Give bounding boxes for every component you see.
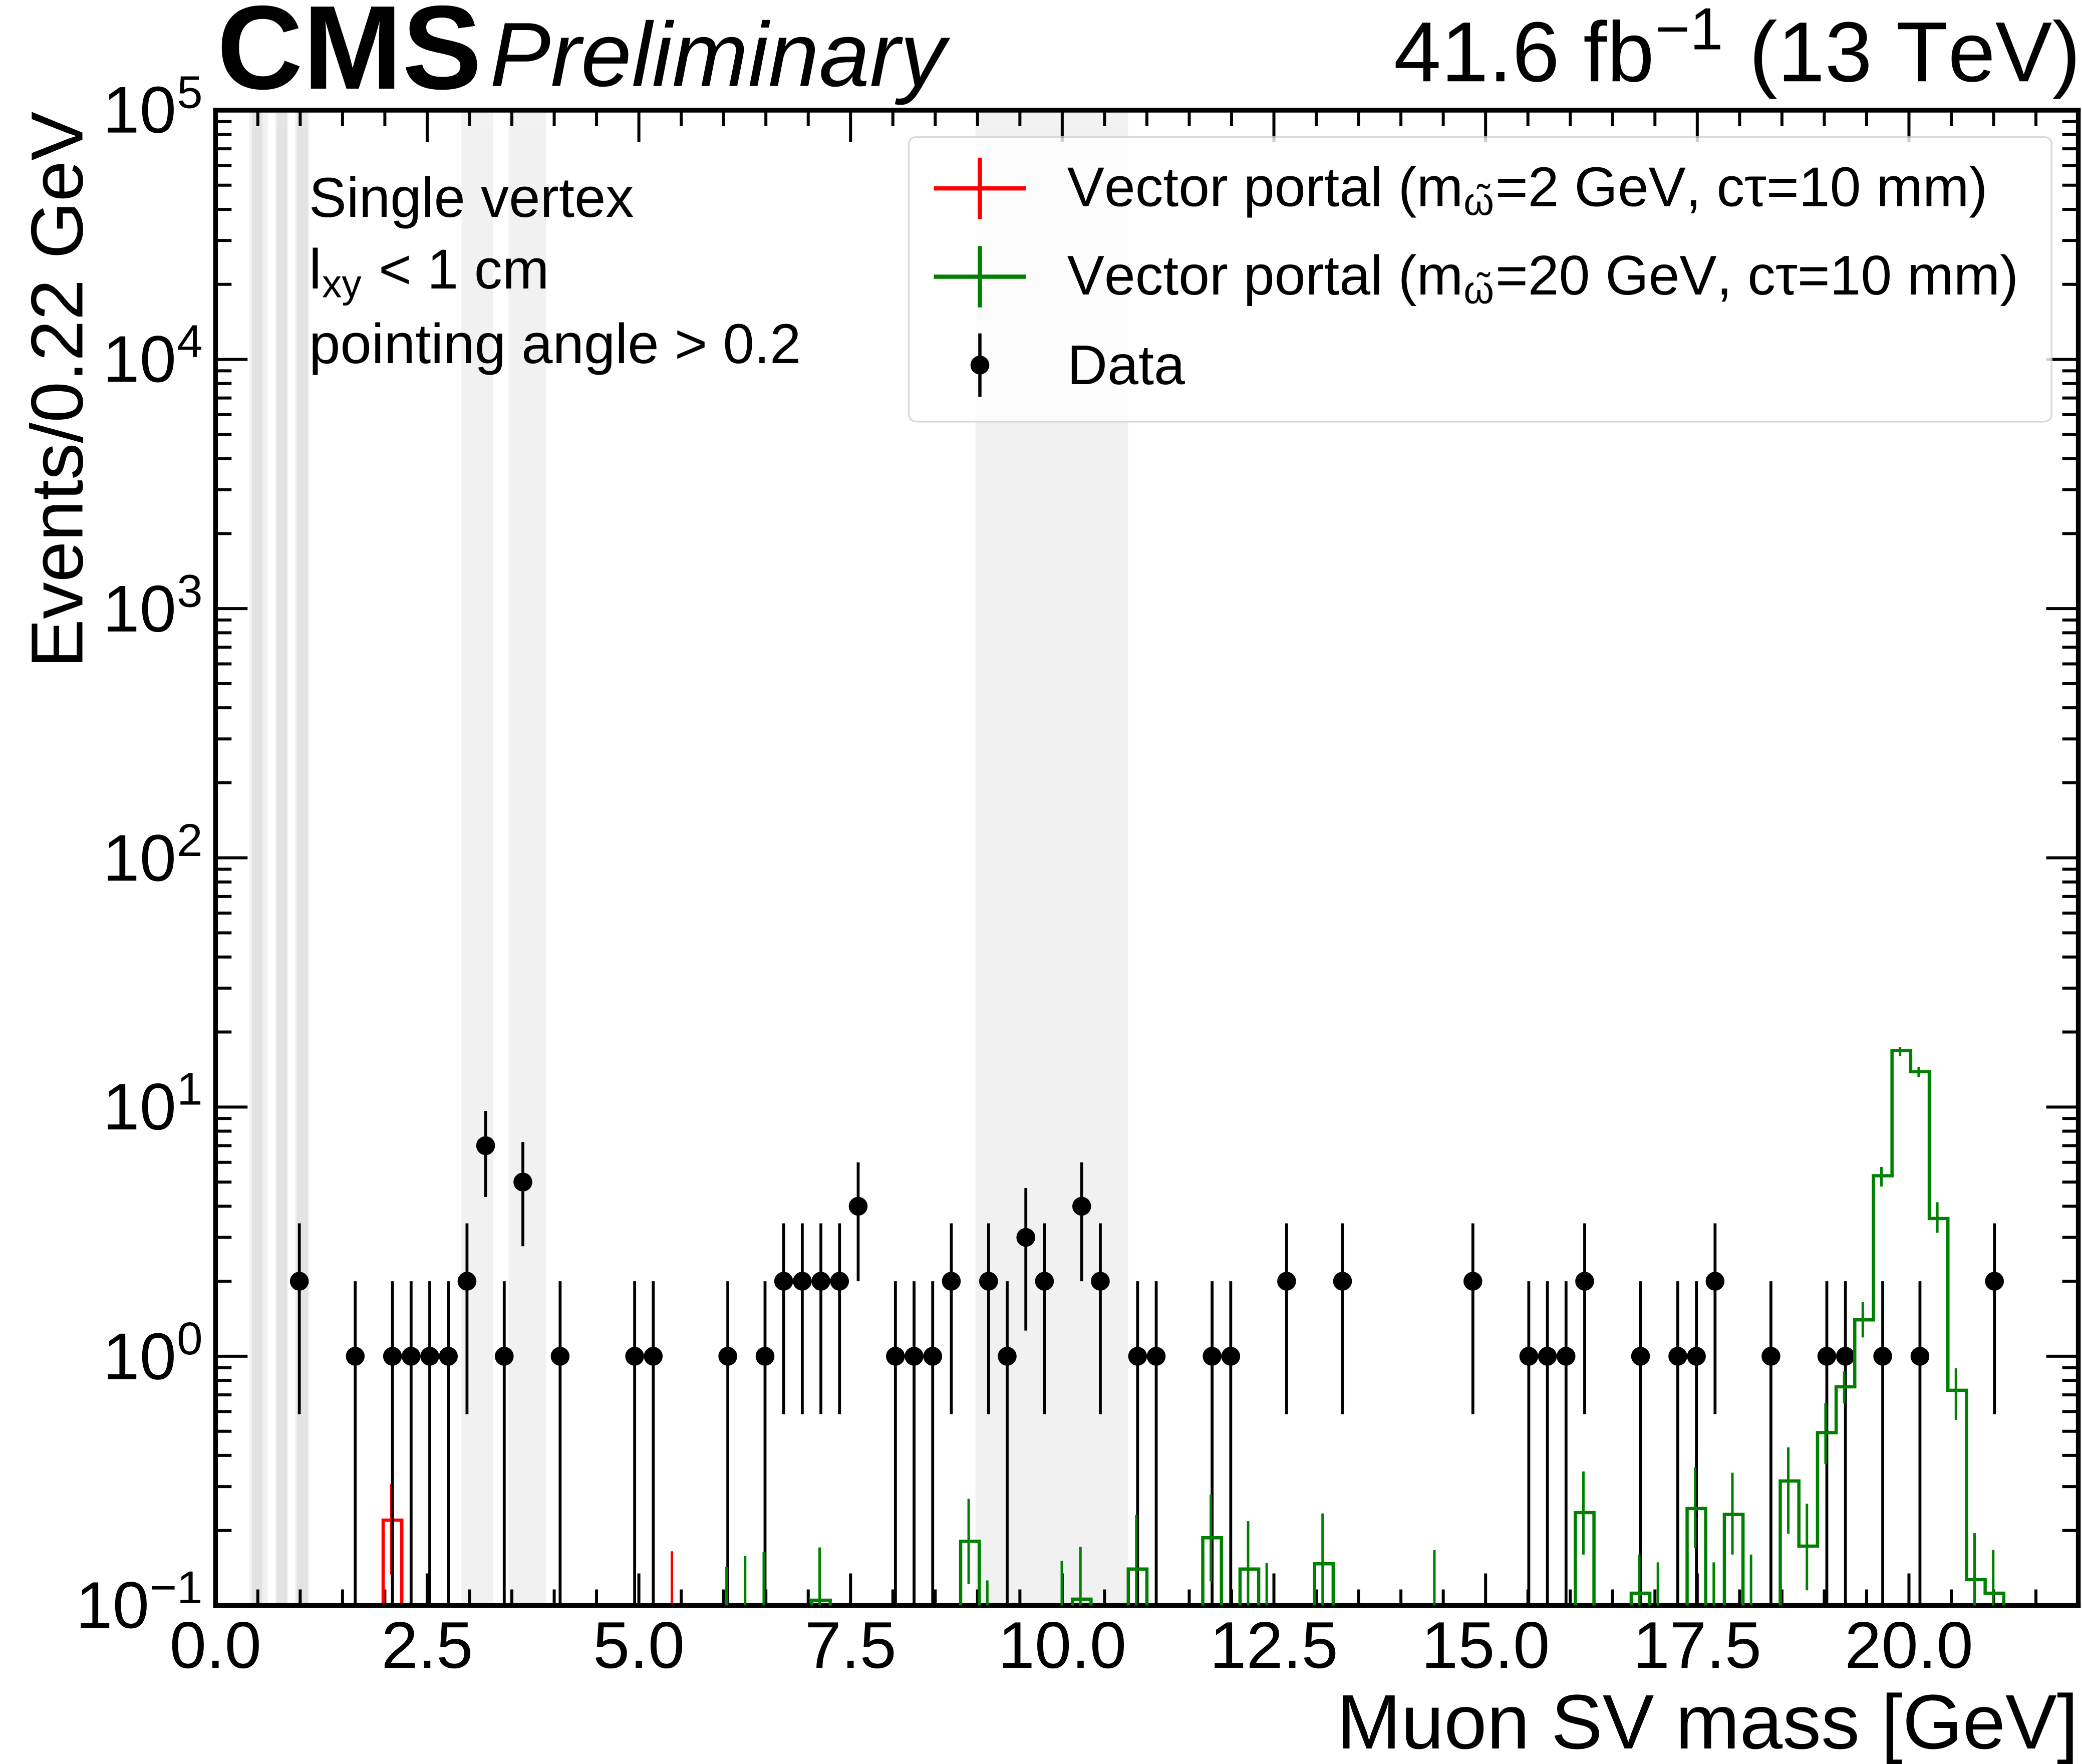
svg-text:5.0: 5.0: [593, 1608, 685, 1682]
svg-text:15.0: 15.0: [1421, 1608, 1550, 1682]
svg-text:CMS: CMS: [217, 0, 482, 114]
svg-text:1 0 1: 1 0 1: [103, 1063, 202, 1143]
svg-text:1 0 3: 1 0 3: [103, 564, 202, 645]
svg-text:Data: Data: [1067, 334, 1185, 396]
svg-text:7.5: 7.5: [805, 1608, 897, 1682]
svg-text:17.5: 17.5: [1633, 1608, 1762, 1682]
svg-text:1 0 2: 1 0 2: [103, 814, 202, 895]
svg-text:pointing angle > 0.2: pointing angle > 0.2: [309, 312, 801, 375]
svg-text:Muon SV mass [GeV]: Muon SV mass [GeV]: [1337, 1679, 2078, 1764]
svg-text:1 0 5: 1 0 5: [103, 66, 202, 146]
svg-text:1 0 −: 1 0 − 1: [76, 1561, 202, 1642]
svg-text:0.0: 0.0: [170, 1608, 261, 1682]
svg-text:Events/0.22 GeV: Events/0.22 GeV: [17, 112, 99, 668]
svg-text:1 0 0: 1 0 0: [103, 1312, 202, 1393]
svg-text:12.5: 12.5: [1210, 1608, 1338, 1682]
svg-text:V e c t o: V e c t o r p o r t a l ( m = 2 G e V , …: [1067, 156, 2000, 225]
svg-text:V e c t o: V e c t o r p o r t a l ( m = 2 0 G e V …: [1067, 244, 2031, 313]
svg-text:20.0: 20.0: [1845, 1608, 1973, 1682]
svg-text:Single vertex: Single vertex: [309, 166, 634, 229]
svg-text:1 0 4: 1 0 4: [103, 315, 202, 396]
svg-text:l < 1: l < 1 c m x y: [309, 237, 561, 307]
svg-text:10.0: 10.0: [998, 1608, 1127, 1682]
svg-text:Preliminary: Preliminary: [490, 4, 951, 106]
svg-text:2.5: 2.5: [381, 1608, 473, 1682]
svg-text:4 1 . 6: 4 1 . 6 f b ( 1 3 T e V ) − 1: [1394, 0, 2082, 100]
